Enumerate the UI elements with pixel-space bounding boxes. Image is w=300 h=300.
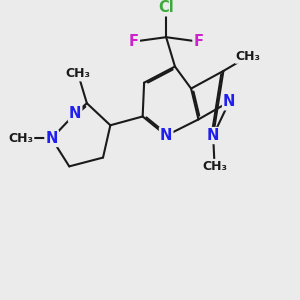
Text: N: N (69, 106, 81, 121)
Text: Cl: Cl (158, 0, 174, 15)
Text: CH₃: CH₃ (236, 50, 261, 63)
Text: CH₃: CH₃ (8, 132, 33, 145)
Text: N: N (45, 131, 58, 146)
Text: CH₃: CH₃ (66, 68, 91, 80)
Text: N: N (223, 94, 236, 109)
Text: F: F (194, 34, 203, 49)
Text: CH₃: CH₃ (202, 160, 227, 173)
Text: N: N (207, 128, 219, 143)
Text: F: F (129, 34, 139, 49)
Text: N: N (160, 128, 172, 143)
